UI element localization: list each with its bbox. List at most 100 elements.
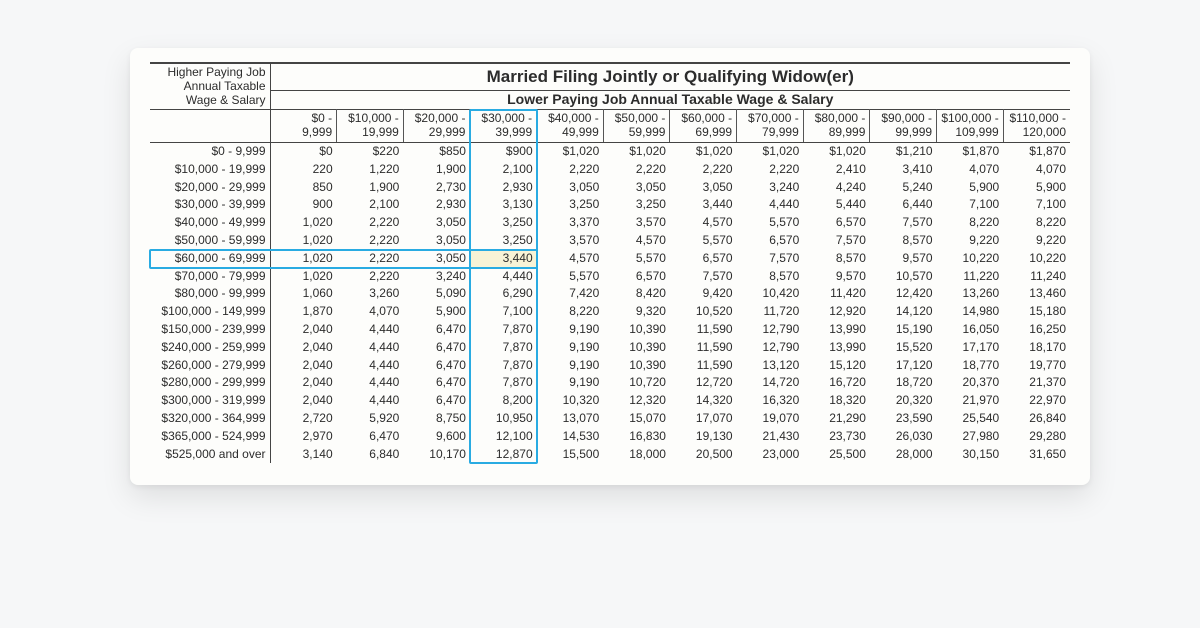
table-cell: 6,470 xyxy=(403,374,470,392)
row-label: $320,000 - 364,999 xyxy=(150,410,270,428)
table-cell: 11,220 xyxy=(937,268,1004,286)
column-header-top: $0 - xyxy=(311,111,332,125)
table-cell: 30,150 xyxy=(937,446,1004,464)
table-cell: 17,120 xyxy=(870,357,937,375)
table-cell: 3,130 xyxy=(470,196,537,214)
table-cell: 2,100 xyxy=(337,196,404,214)
table-cell: 21,290 xyxy=(803,410,870,428)
table-cell: 4,570 xyxy=(603,232,670,250)
table-cell: 850 xyxy=(270,179,337,197)
table-cell: 2,970 xyxy=(270,428,337,446)
table-cell: 2,930 xyxy=(403,196,470,214)
table-cell: 22,970 xyxy=(1003,392,1070,410)
table-cell: 2,040 xyxy=(270,357,337,375)
row-label: $260,000 - 279,999 xyxy=(150,357,270,375)
table-cell: 11,420 xyxy=(803,285,870,303)
column-header-bot: 39,999 xyxy=(495,125,532,139)
table-cell: 6,570 xyxy=(670,250,737,268)
table-cell: 21,430 xyxy=(737,428,804,446)
table-cell: 10,390 xyxy=(603,357,670,375)
table-cell: 7,870 xyxy=(470,374,537,392)
row-label: $40,000 - 49,999 xyxy=(150,214,270,232)
table-cell: 3,140 xyxy=(270,446,337,464)
table-cell: 8,220 xyxy=(537,303,604,321)
table-cell: 21,370 xyxy=(1003,374,1070,392)
column-header: $80,000 -89,999 xyxy=(803,110,870,143)
table-title-sub: Lower Paying Job Annual Taxable Wage & S… xyxy=(271,91,1071,109)
table-cell: 6,290 xyxy=(470,285,537,303)
column-header-top: $20,000 - xyxy=(415,111,466,125)
table-cell: 3,440 xyxy=(470,250,537,268)
table-cell: 5,900 xyxy=(937,179,1004,197)
row-label: $300,000 - 319,999 xyxy=(150,392,270,410)
table-cell: 6,570 xyxy=(603,268,670,286)
table-row: $320,000 - 364,9992,7205,9208,75010,9501… xyxy=(150,410,1070,428)
table-cell: 2,220 xyxy=(337,232,404,250)
table-cell: 12,720 xyxy=(670,374,737,392)
table-cell: 15,180 xyxy=(1003,303,1070,321)
table-cell: 2,720 xyxy=(270,410,337,428)
column-header-bot: 9,999 xyxy=(302,125,332,139)
table-cell: 6,570 xyxy=(737,232,804,250)
table-cell: 7,570 xyxy=(870,214,937,232)
table-cell: 2,220 xyxy=(337,214,404,232)
table-cell: 4,440 xyxy=(470,268,537,286)
table-cell: $1,020 xyxy=(737,142,804,160)
table-cell: 14,530 xyxy=(537,428,604,446)
table-cell: 11,720 xyxy=(737,303,804,321)
row-label: $30,000 - 39,999 xyxy=(150,196,270,214)
table-cell: 16,830 xyxy=(603,428,670,446)
table-row: $30,000 - 39,9999002,1002,9303,1303,2503… xyxy=(150,196,1070,214)
table-cell: 5,900 xyxy=(1003,179,1070,197)
table-cell: 10,220 xyxy=(1003,250,1070,268)
table-cell: 2,730 xyxy=(403,179,470,197)
table-cell: 3,240 xyxy=(403,268,470,286)
table-cell: 4,070 xyxy=(337,303,404,321)
table-cell: 11,590 xyxy=(670,339,737,357)
table-cell: 4,440 xyxy=(737,196,804,214)
table-cell: 5,570 xyxy=(603,250,670,268)
table-cell: 9,570 xyxy=(870,250,937,268)
table-cell: 12,790 xyxy=(737,339,804,357)
table-cell: 3,440 xyxy=(670,196,737,214)
table-cell: 8,220 xyxy=(1003,214,1070,232)
table-cell: 3,570 xyxy=(537,232,604,250)
table-cell: 15,520 xyxy=(870,339,937,357)
table-cell: 9,190 xyxy=(537,321,604,339)
table-cell: 3,250 xyxy=(603,196,670,214)
table-cell: 2,220 xyxy=(337,250,404,268)
table-cell: 8,570 xyxy=(803,250,870,268)
table-cell: 17,170 xyxy=(937,339,1004,357)
table-cell: 4,440 xyxy=(337,339,404,357)
row-label: $240,000 - 259,999 xyxy=(150,339,270,357)
table-row: $10,000 - 19,9992201,2201,9002,1002,2202… xyxy=(150,161,1070,179)
table-cell: 16,050 xyxy=(937,321,1004,339)
table-cell: 8,220 xyxy=(937,214,1004,232)
table-cell: 27,980 xyxy=(937,428,1004,446)
table-cell: 1,020 xyxy=(270,214,337,232)
table-row: $40,000 - 49,9991,0202,2203,0503,2503,37… xyxy=(150,214,1070,232)
table-cell: 20,370 xyxy=(937,374,1004,392)
table-cell: $220 xyxy=(337,142,404,160)
table-cell: 3,050 xyxy=(403,214,470,232)
table-cell: 25,540 xyxy=(937,410,1004,428)
row-label: $20,000 - 29,999 xyxy=(150,179,270,197)
table-cell: 11,590 xyxy=(670,357,737,375)
table-cell: 9,420 xyxy=(670,285,737,303)
table-cell: 7,570 xyxy=(737,250,804,268)
table-cell: 5,900 xyxy=(403,303,470,321)
column-header-top: $80,000 - xyxy=(815,111,866,125)
table-cell: 9,600 xyxy=(403,428,470,446)
table-cell: 2,410 xyxy=(803,161,870,179)
tax-table: Higher Paying Job Annual Taxable Wage & … xyxy=(150,64,1070,463)
table-cell: 9,320 xyxy=(603,303,670,321)
column-header: $40,000 -49,999 xyxy=(537,110,604,143)
table-cell: 4,070 xyxy=(1003,161,1070,179)
table-cell: 2,040 xyxy=(270,339,337,357)
column-header: $10,000 -19,999 xyxy=(337,110,404,143)
table-cell: 12,420 xyxy=(870,285,937,303)
table-cell: 5,440 xyxy=(803,196,870,214)
table-cell: 11,590 xyxy=(670,321,737,339)
table-cell: 19,070 xyxy=(737,410,804,428)
table-row: $100,000 - 149,9991,8704,0705,9007,1008,… xyxy=(150,303,1070,321)
